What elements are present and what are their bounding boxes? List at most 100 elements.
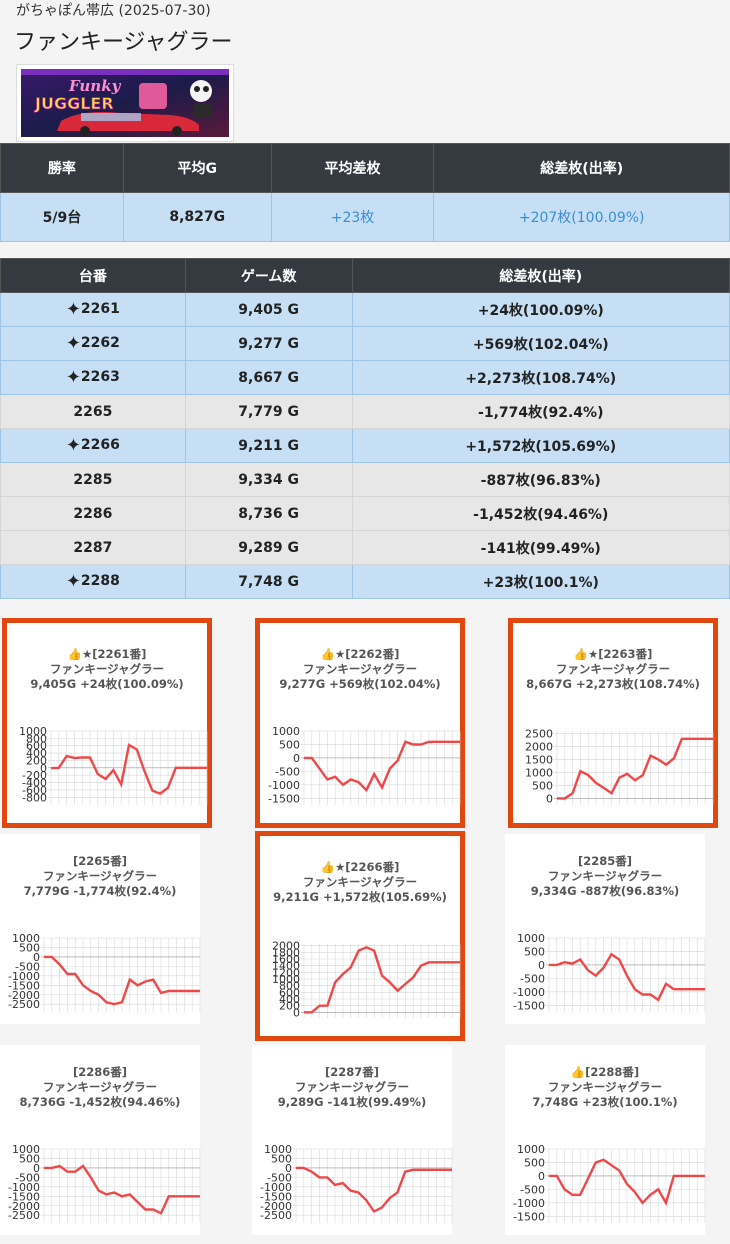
y-tick-label: -1000 bbox=[8, 1181, 40, 1194]
y-tick-label: 500 bbox=[19, 1152, 40, 1165]
y-tick-label: 800 bbox=[26, 732, 47, 745]
y-tick-label: 0 bbox=[285, 1162, 292, 1175]
game-count-cell: 9,211 G bbox=[184, 428, 353, 463]
game-count-cell: 7,748 G bbox=[184, 564, 353, 599]
y-tick-label: 1000 bbox=[12, 932, 40, 945]
y-tick-label: -2000 bbox=[8, 989, 40, 1002]
y-tick-label: 0 bbox=[293, 1006, 300, 1019]
y-tick-label: 1000 bbox=[272, 725, 300, 738]
unit-chart-card[interactable]: [2286番] ファンキージャグラー 8,736G -1,452枚(94.46%) 1… bbox=[0, 1045, 201, 1235]
y-tick-label: -1500 bbox=[268, 792, 300, 805]
table-row[interactable]: ✦2261 9,405 G +24枚(100.09%) bbox=[0, 292, 730, 327]
y-tick-label: -1500 bbox=[260, 1190, 292, 1203]
table-row[interactable]: 2287 9,289 G -141枚(99.49%) bbox=[0, 530, 730, 565]
unit-number: 2266 bbox=[80, 437, 120, 453]
table-row[interactable]: ✦2263 8,667 G +2,273枚(108.74%) bbox=[0, 360, 730, 395]
unit-number-cell: ✦2262 bbox=[0, 326, 186, 361]
unit-chart-card[interactable]: 👍★[2266番] ファンキージャグラー 9,211G +1,572枚(105.69… bbox=[255, 831, 465, 1041]
y-tick-label: 500 bbox=[271, 1152, 292, 1165]
y-tick-label: 1000 bbox=[264, 1143, 292, 1156]
header-game-count: ゲーム数 bbox=[184, 258, 353, 293]
y-tick-label: 1800 bbox=[272, 946, 300, 959]
unit-chart-card[interactable]: [2287番] ファンキージャグラー 9,289G -141枚(99.49%) 100… bbox=[252, 1045, 453, 1235]
card-title: [2286番] bbox=[72, 1065, 128, 1079]
header-win-rate: 勝率 bbox=[0, 143, 124, 193]
card-summary: 9,334G -887枚(96.83%) bbox=[530, 884, 680, 898]
y-tick-label: -800 bbox=[22, 791, 47, 804]
unit-chart-card[interactable]: 👍★[2263番] ファンキージャグラー 8,667G +2,273枚(108.74… bbox=[508, 618, 718, 828]
y-tick-label: -2500 bbox=[260, 1209, 292, 1222]
y-tick-label: 400 bbox=[26, 747, 47, 760]
y-tick-label: -600 bbox=[22, 784, 47, 797]
y-tick-label: 600 bbox=[26, 740, 47, 753]
total-diff-cell: -887枚(96.83%) bbox=[351, 462, 730, 497]
unit-chart-card[interactable]: [2265番] ファンキージャグラー 7,779G -1,774枚(92.4%) 10… bbox=[0, 834, 201, 1024]
slump-line bbox=[44, 1164, 200, 1215]
sparkle-icon: ✦ bbox=[65, 299, 81, 320]
game-count-cell: 9,334 G bbox=[184, 462, 353, 497]
total-diff-cell: +23枚(100.1%) bbox=[351, 564, 730, 599]
y-tick-label: -1000 bbox=[268, 779, 300, 792]
unit-number: 2262 bbox=[80, 335, 120, 351]
y-tick-label: 0 bbox=[293, 752, 300, 765]
unit-chart-card[interactable]: 👍★[2261番] ファンキージャグラー 9,405G +24枚(100.09%) 1… bbox=[2, 618, 212, 828]
card-model: ファンキージャグラー bbox=[547, 1080, 663, 1094]
game-count-cell: 9,277 G bbox=[184, 326, 353, 361]
unit-chart-card[interactable]: 👍[2288番] ファンキージャグラー 7,748G +23枚(100.1%) 100… bbox=[505, 1045, 706, 1235]
y-tick-label: 800 bbox=[279, 980, 300, 993]
y-tick-label: 0 bbox=[40, 762, 47, 775]
header-unit-total-diff: 総差枚(出率) bbox=[351, 258, 730, 293]
game-count-cell: 8,736 G bbox=[184, 496, 353, 531]
card-summary: 9,211G +1,572枚(105.69%) bbox=[273, 890, 447, 904]
y-tick-label: 0 bbox=[538, 1170, 545, 1183]
card-model: ファンキージャグラー bbox=[547, 869, 663, 883]
y-tick-label: 500 bbox=[19, 941, 40, 954]
card-summary: 9,277G +569枚(102.04%) bbox=[279, 677, 441, 691]
unit-number: 2285 bbox=[73, 471, 113, 488]
y-tick-label: -1500 bbox=[8, 979, 40, 992]
sparkle-icon: ✦ bbox=[65, 435, 81, 456]
y-tick-label: 500 bbox=[532, 779, 553, 792]
y-tick-label: 0 bbox=[33, 951, 40, 964]
card-model: ファンキージャグラー bbox=[555, 662, 671, 676]
y-tick-label: -1500 bbox=[513, 999, 545, 1012]
card-title: 👍[2288番] bbox=[570, 1065, 640, 1079]
y-tick-label: 200 bbox=[26, 754, 47, 767]
y-tick-label: 1000 bbox=[19, 725, 47, 738]
table-row[interactable]: 2265 7,779 G -1,774枚(92.4%) bbox=[0, 394, 730, 429]
unit-chart-card[interactable]: 👍★[2262番] ファンキージャグラー 9,277G +569枚(102.04%)… bbox=[255, 618, 465, 828]
y-tick-label: 1000 bbox=[517, 1143, 545, 1156]
machine-banner-art: Funky JUGGLER bbox=[21, 69, 229, 137]
total-diff-cell: -1,452枚(94.46%) bbox=[351, 496, 730, 531]
unit-number-cell: ✦2263 bbox=[0, 360, 186, 395]
table-row[interactable]: ✦2266 9,211 G +1,572枚(105.69%) bbox=[0, 428, 730, 463]
unit-number-cell: 2265 bbox=[0, 394, 186, 429]
y-tick-label: -400 bbox=[22, 777, 47, 790]
y-tick-label: -1500 bbox=[513, 1210, 545, 1223]
table-row[interactable]: ✦2288 7,748 G +23枚(100.1%) bbox=[0, 564, 730, 599]
y-tick-label: 2000 bbox=[272, 940, 300, 953]
unit-number-cell: ✦2266 bbox=[0, 428, 186, 463]
slump-line bbox=[44, 955, 200, 1006]
card-summary: 8,736G -1,452枚(94.46%) bbox=[19, 1095, 181, 1109]
table-row[interactable]: ✦2262 9,277 G +569枚(102.04%) bbox=[0, 326, 730, 361]
unit-number: 2288 bbox=[80, 573, 120, 589]
table-row[interactable]: 2285 9,334 G -887枚(96.83%) bbox=[0, 462, 730, 497]
y-tick-label: -2000 bbox=[8, 1200, 40, 1213]
y-tick-label: -1500 bbox=[8, 1190, 40, 1203]
y-tick-label: 1500 bbox=[525, 754, 553, 767]
y-tick-label: -500 bbox=[15, 1171, 40, 1184]
unit-chart-card[interactable]: [2285番] ファンキージャグラー 9,334G -887枚(96.83%) 100… bbox=[505, 834, 706, 1024]
store-name: がちゃぽん帯広 (2025-07-30) bbox=[16, 3, 211, 19]
y-tick-label: 500 bbox=[279, 738, 300, 751]
unit-number-cell: ✦2261 bbox=[0, 292, 186, 327]
table-row[interactable]: 2286 8,736 G -1,452枚(94.46%) bbox=[0, 496, 730, 531]
card-title: 👍★[2261番] bbox=[67, 647, 147, 661]
card-summary: 9,289G -141枚(99.49%) bbox=[277, 1095, 427, 1109]
card-title: 👍★[2263番] bbox=[573, 647, 653, 661]
y-tick-label: -1000 bbox=[260, 1181, 292, 1194]
y-tick-label: 200 bbox=[279, 1000, 300, 1013]
card-summary: 7,748G +23枚(100.1%) bbox=[532, 1095, 678, 1109]
y-tick-label: 2000 bbox=[525, 741, 553, 754]
